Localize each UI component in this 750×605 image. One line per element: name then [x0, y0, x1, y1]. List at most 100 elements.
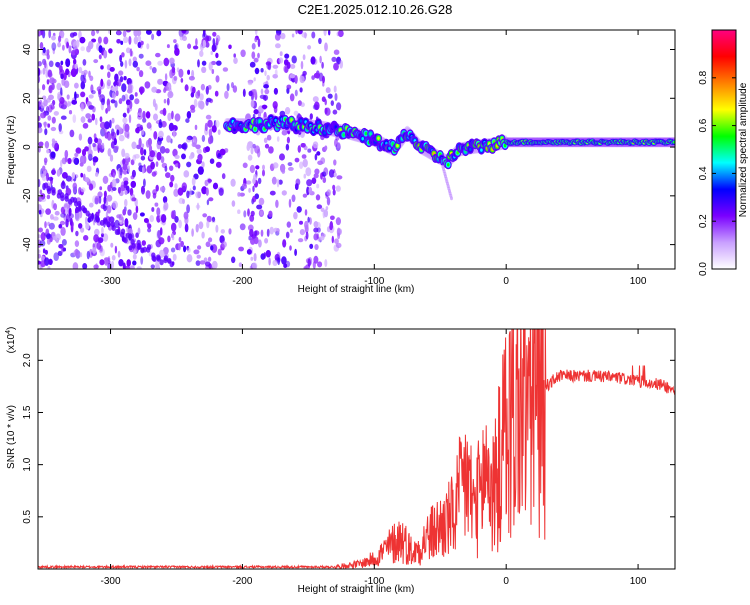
heatmap-cell [147, 228, 152, 233]
heatmap-cell [169, 261, 174, 268]
heatmap-cell [391, 142, 395, 146]
heatmap-cell [307, 258, 311, 267]
heatmap-cell [44, 221, 47, 229]
heatmap-cell [166, 82, 172, 92]
heatmap-cell [163, 257, 168, 264]
heatmap-cell [40, 260, 46, 268]
heatmap-cell [212, 31, 217, 37]
heatmap-cell [252, 185, 255, 192]
heatmap-cell [146, 122, 152, 129]
heatmap-cell [80, 81, 86, 90]
heatmap-cell [335, 217, 341, 226]
heatmap-cell [164, 165, 168, 172]
heatmap-cell [70, 68, 77, 77]
heatmap-cell [306, 186, 310, 196]
heatmap-cell [302, 158, 308, 168]
heatmap-cell [95, 172, 99, 177]
heatmap-cell [151, 33, 155, 40]
x-tick-label: 100 [630, 576, 647, 587]
heatmap-cell [303, 266, 307, 269]
heatmap-cell [112, 200, 118, 209]
heatmap-cell [82, 122, 89, 129]
heatmap-cell [273, 87, 278, 95]
heatmap-cell [208, 197, 214, 202]
heatmap-cell [141, 185, 145, 195]
heatmap-cell [89, 215, 94, 222]
heatmap-cell [111, 260, 115, 269]
heatmap-cell [151, 171, 157, 177]
heatmap-cell [239, 192, 245, 197]
heatmap-cell [81, 71, 85, 75]
heatmap-cell [285, 107, 291, 115]
heatmap-cell [51, 169, 56, 176]
heatmap-cell [145, 190, 151, 199]
heatmap-cell [45, 70, 49, 78]
heatmap-cell [94, 228, 100, 236]
heatmap-cell [199, 100, 205, 110]
heatmap-cell [111, 254, 116, 261]
heatmap-cell [232, 85, 238, 93]
heatmap-cell [331, 235, 334, 244]
heatmap-cell [263, 111, 267, 121]
heatmap-cell [279, 51, 283, 57]
heatmap-cell [106, 221, 111, 228]
heatmap-cell [302, 70, 307, 76]
heatmap-cell [78, 66, 83, 74]
heatmap-cell [115, 85, 119, 91]
heatmap-cell [249, 164, 255, 174]
heatmap-cell [201, 134, 206, 143]
heatmap-cell [338, 103, 341, 111]
heatmap-cell [124, 190, 128, 195]
snr-series-line [38, 329, 675, 569]
heatmap-cell [322, 177, 327, 183]
heatmap-cell [155, 260, 160, 269]
heatmap-cell [56, 169, 61, 177]
heatmap-cell [114, 245, 118, 254]
heatmap-cell [192, 45, 199, 50]
heatmap-cell [146, 246, 151, 253]
heatmap-cell [107, 104, 111, 112]
heatmap-cell [303, 173, 307, 179]
heatmap-cell [272, 162, 279, 169]
heatmap-cell [127, 165, 130, 173]
heatmap-cell [111, 117, 115, 124]
heatmap-cell [107, 148, 112, 157]
heatmap-cell [263, 137, 268, 143]
heatmap-cell [275, 43, 281, 49]
heatmap-cell [260, 68, 264, 73]
heatmap-cell [122, 30, 127, 38]
heatmap-cell [164, 148, 170, 154]
heatmap-cell [120, 40, 124, 45]
heatmap-cell [193, 98, 198, 108]
heatmap-cell [275, 199, 279, 208]
heatmap-cell [200, 83, 205, 91]
heatmap-cell [199, 260, 206, 265]
heatmap-cell [80, 103, 84, 112]
heatmap-cell [129, 94, 134, 101]
heatmap-cell [95, 117, 98, 126]
heatmap-cell [260, 229, 264, 237]
heatmap-cell [250, 99, 255, 108]
heatmap-cell [65, 213, 71, 223]
heatmap-cell [93, 59, 99, 64]
heatmap-cell [46, 194, 51, 200]
heatmap-cell [51, 116, 56, 124]
heatmap-cell [39, 42, 44, 50]
heatmap-cell [61, 180, 65, 186]
heatmap-cell [202, 39, 207, 48]
heatmap-cell [197, 59, 200, 68]
heatmap-cell [58, 35, 62, 43]
heatmap-cell [289, 64, 296, 69]
heatmap-cell [130, 180, 136, 188]
heatmap-cell [169, 181, 174, 188]
heatmap-cell [56, 82, 62, 91]
heatmap-cell [72, 185, 77, 194]
heatmap-cell [250, 146, 254, 155]
heatmap-cell [42, 47, 46, 54]
heatmap-cell [251, 43, 256, 50]
heatmap-cell [250, 256, 254, 261]
heatmap-cell [299, 119, 303, 123]
heatmap-cell [125, 47, 131, 54]
heatmap-cell [54, 142, 59, 152]
